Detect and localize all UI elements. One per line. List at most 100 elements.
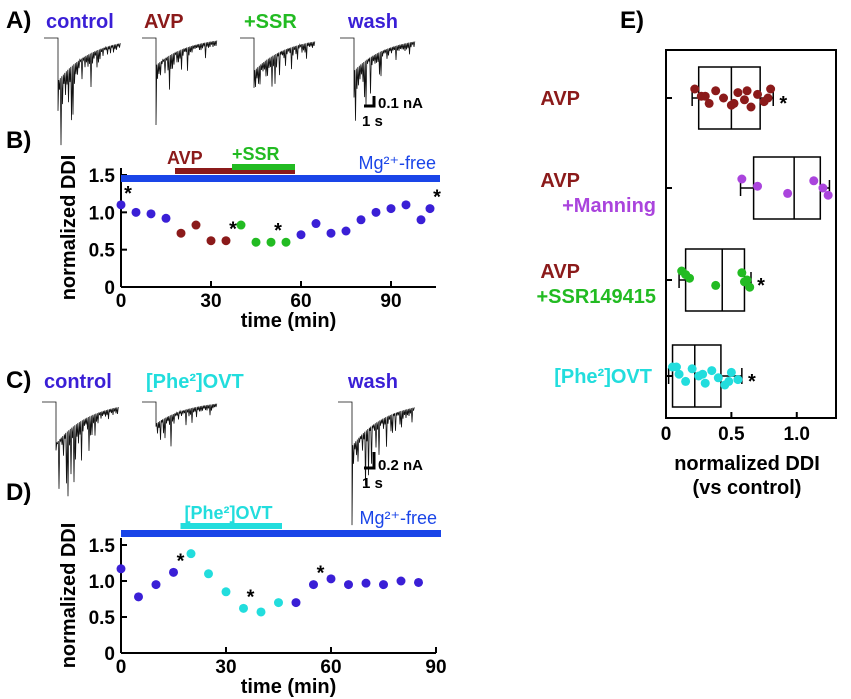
y-tick-label: 1.0 bbox=[89, 572, 115, 593]
x-tick-label: 0 bbox=[116, 291, 127, 312]
panel-c-wash-label: wash bbox=[347, 371, 398, 393]
panel-a-scale-bar bbox=[364, 96, 376, 108]
significance-star: * bbox=[757, 275, 765, 297]
significance-star: * bbox=[247, 586, 255, 608]
data-point bbox=[379, 580, 388, 590]
data-point bbox=[386, 204, 396, 214]
y-tick-label: 1.5 bbox=[89, 166, 116, 187]
data-point bbox=[704, 98, 714, 108]
data-point bbox=[186, 549, 196, 559]
data-point bbox=[681, 376, 691, 386]
data-point bbox=[291, 598, 301, 608]
x-tick-label: 60 bbox=[320, 657, 341, 678]
panel-a-ssr-label: +SSR bbox=[244, 11, 297, 33]
significance-star: * bbox=[229, 219, 237, 241]
group-label: AVP bbox=[540, 170, 580, 192]
data-point bbox=[281, 237, 291, 247]
box bbox=[684, 248, 746, 312]
panel-c-letter: C) bbox=[6, 367, 31, 394]
data-point bbox=[726, 367, 736, 377]
treatment-bar bbox=[180, 523, 282, 529]
group-label: +SSR149415 bbox=[536, 286, 656, 308]
group-label: AVP bbox=[540, 261, 580, 283]
data-point bbox=[134, 592, 143, 602]
panel-e-chart: 0 0.5 1.0 normalized DDI(vs control) * AVP AVP… bbox=[536, 49, 837, 499]
treatment-label: [Phe²]OVT bbox=[185, 503, 273, 523]
data-point bbox=[719, 93, 729, 103]
panel-c-control-label: control bbox=[44, 371, 112, 393]
mg-free-label: Mg²⁺-free bbox=[359, 508, 437, 528]
data-point bbox=[169, 567, 178, 577]
trace-wash bbox=[340, 37, 416, 121]
group-label: +Manning bbox=[562, 195, 656, 217]
significance-star: * bbox=[274, 220, 282, 242]
panel-a-control-label: control bbox=[46, 11, 114, 33]
significance-star: * bbox=[177, 550, 185, 572]
panel-e-letter: E) bbox=[620, 7, 644, 34]
group-label: AVP bbox=[540, 88, 580, 110]
treatment-label: +SSR bbox=[232, 144, 280, 164]
trace-control bbox=[42, 401, 119, 497]
data-point bbox=[724, 376, 734, 386]
treatment-bar bbox=[175, 168, 295, 174]
data-point bbox=[309, 580, 318, 590]
data-point bbox=[251, 237, 261, 247]
trace-phe bbox=[142, 401, 218, 447]
data-point bbox=[356, 215, 366, 225]
x-tick-label: 90 bbox=[380, 291, 401, 312]
data-point bbox=[206, 236, 216, 246]
data-point bbox=[733, 375, 743, 385]
trace-avp bbox=[142, 37, 218, 126]
x-tick-label: 30 bbox=[215, 657, 236, 678]
panel-a-scale-current: 0.1 nA bbox=[378, 95, 423, 112]
data-point bbox=[809, 176, 819, 186]
data-point bbox=[326, 228, 336, 238]
data-point bbox=[700, 378, 710, 388]
x-tick-label: 60 bbox=[290, 291, 311, 312]
data-point bbox=[737, 174, 747, 184]
data-point bbox=[191, 220, 201, 230]
data-point bbox=[700, 91, 710, 101]
data-point bbox=[746, 102, 756, 112]
data-point bbox=[161, 213, 171, 223]
data-point bbox=[737, 268, 747, 278]
data-point bbox=[131, 207, 141, 217]
panel-d-chart: 0 0.5 1.0 1.5 0 30 60 90 time (min) normalized DD… bbox=[58, 503, 447, 698]
mg-free-bar bbox=[121, 530, 441, 537]
data-point bbox=[204, 569, 213, 579]
data-point bbox=[690, 84, 700, 94]
data-point bbox=[783, 188, 793, 198]
x-tick-label: 30 bbox=[200, 291, 221, 312]
x-tick-label: 90 bbox=[425, 657, 446, 678]
x-axis-label: time (min) bbox=[241, 310, 337, 332]
data-point bbox=[698, 369, 708, 379]
y-tick-label: 1.5 bbox=[89, 536, 116, 557]
data-point bbox=[296, 230, 306, 240]
treatment-bar bbox=[232, 164, 295, 170]
data-point bbox=[711, 86, 721, 96]
panel-b-chart: 0 0.5 1.0 1.5 0 30 60 90 time (min) normalized DD… bbox=[58, 144, 441, 332]
data-point bbox=[739, 95, 749, 105]
trace-wash bbox=[338, 401, 415, 526]
data-point bbox=[414, 577, 423, 587]
data-point bbox=[326, 574, 336, 584]
x-axis-label-line2: (vs control) bbox=[693, 477, 802, 499]
data-point bbox=[396, 576, 406, 586]
x-tick-label: 0 bbox=[661, 424, 672, 445]
y-axis-label: normalized DDI bbox=[58, 155, 80, 301]
panel-a-current-traces bbox=[44, 37, 416, 146]
data-point bbox=[341, 226, 351, 236]
panel-c-current-traces bbox=[42, 401, 415, 526]
panel-d-letter: D) bbox=[6, 479, 31, 506]
data-point bbox=[729, 98, 739, 108]
data-point bbox=[256, 607, 266, 617]
data-point bbox=[753, 181, 763, 191]
plot-frame bbox=[665, 49, 837, 419]
data-point bbox=[818, 183, 828, 193]
data-point bbox=[823, 190, 833, 200]
data-point bbox=[681, 270, 691, 280]
data-point bbox=[146, 209, 156, 219]
y-axis-label: normalized DDI bbox=[58, 523, 80, 669]
data-point bbox=[236, 220, 246, 230]
